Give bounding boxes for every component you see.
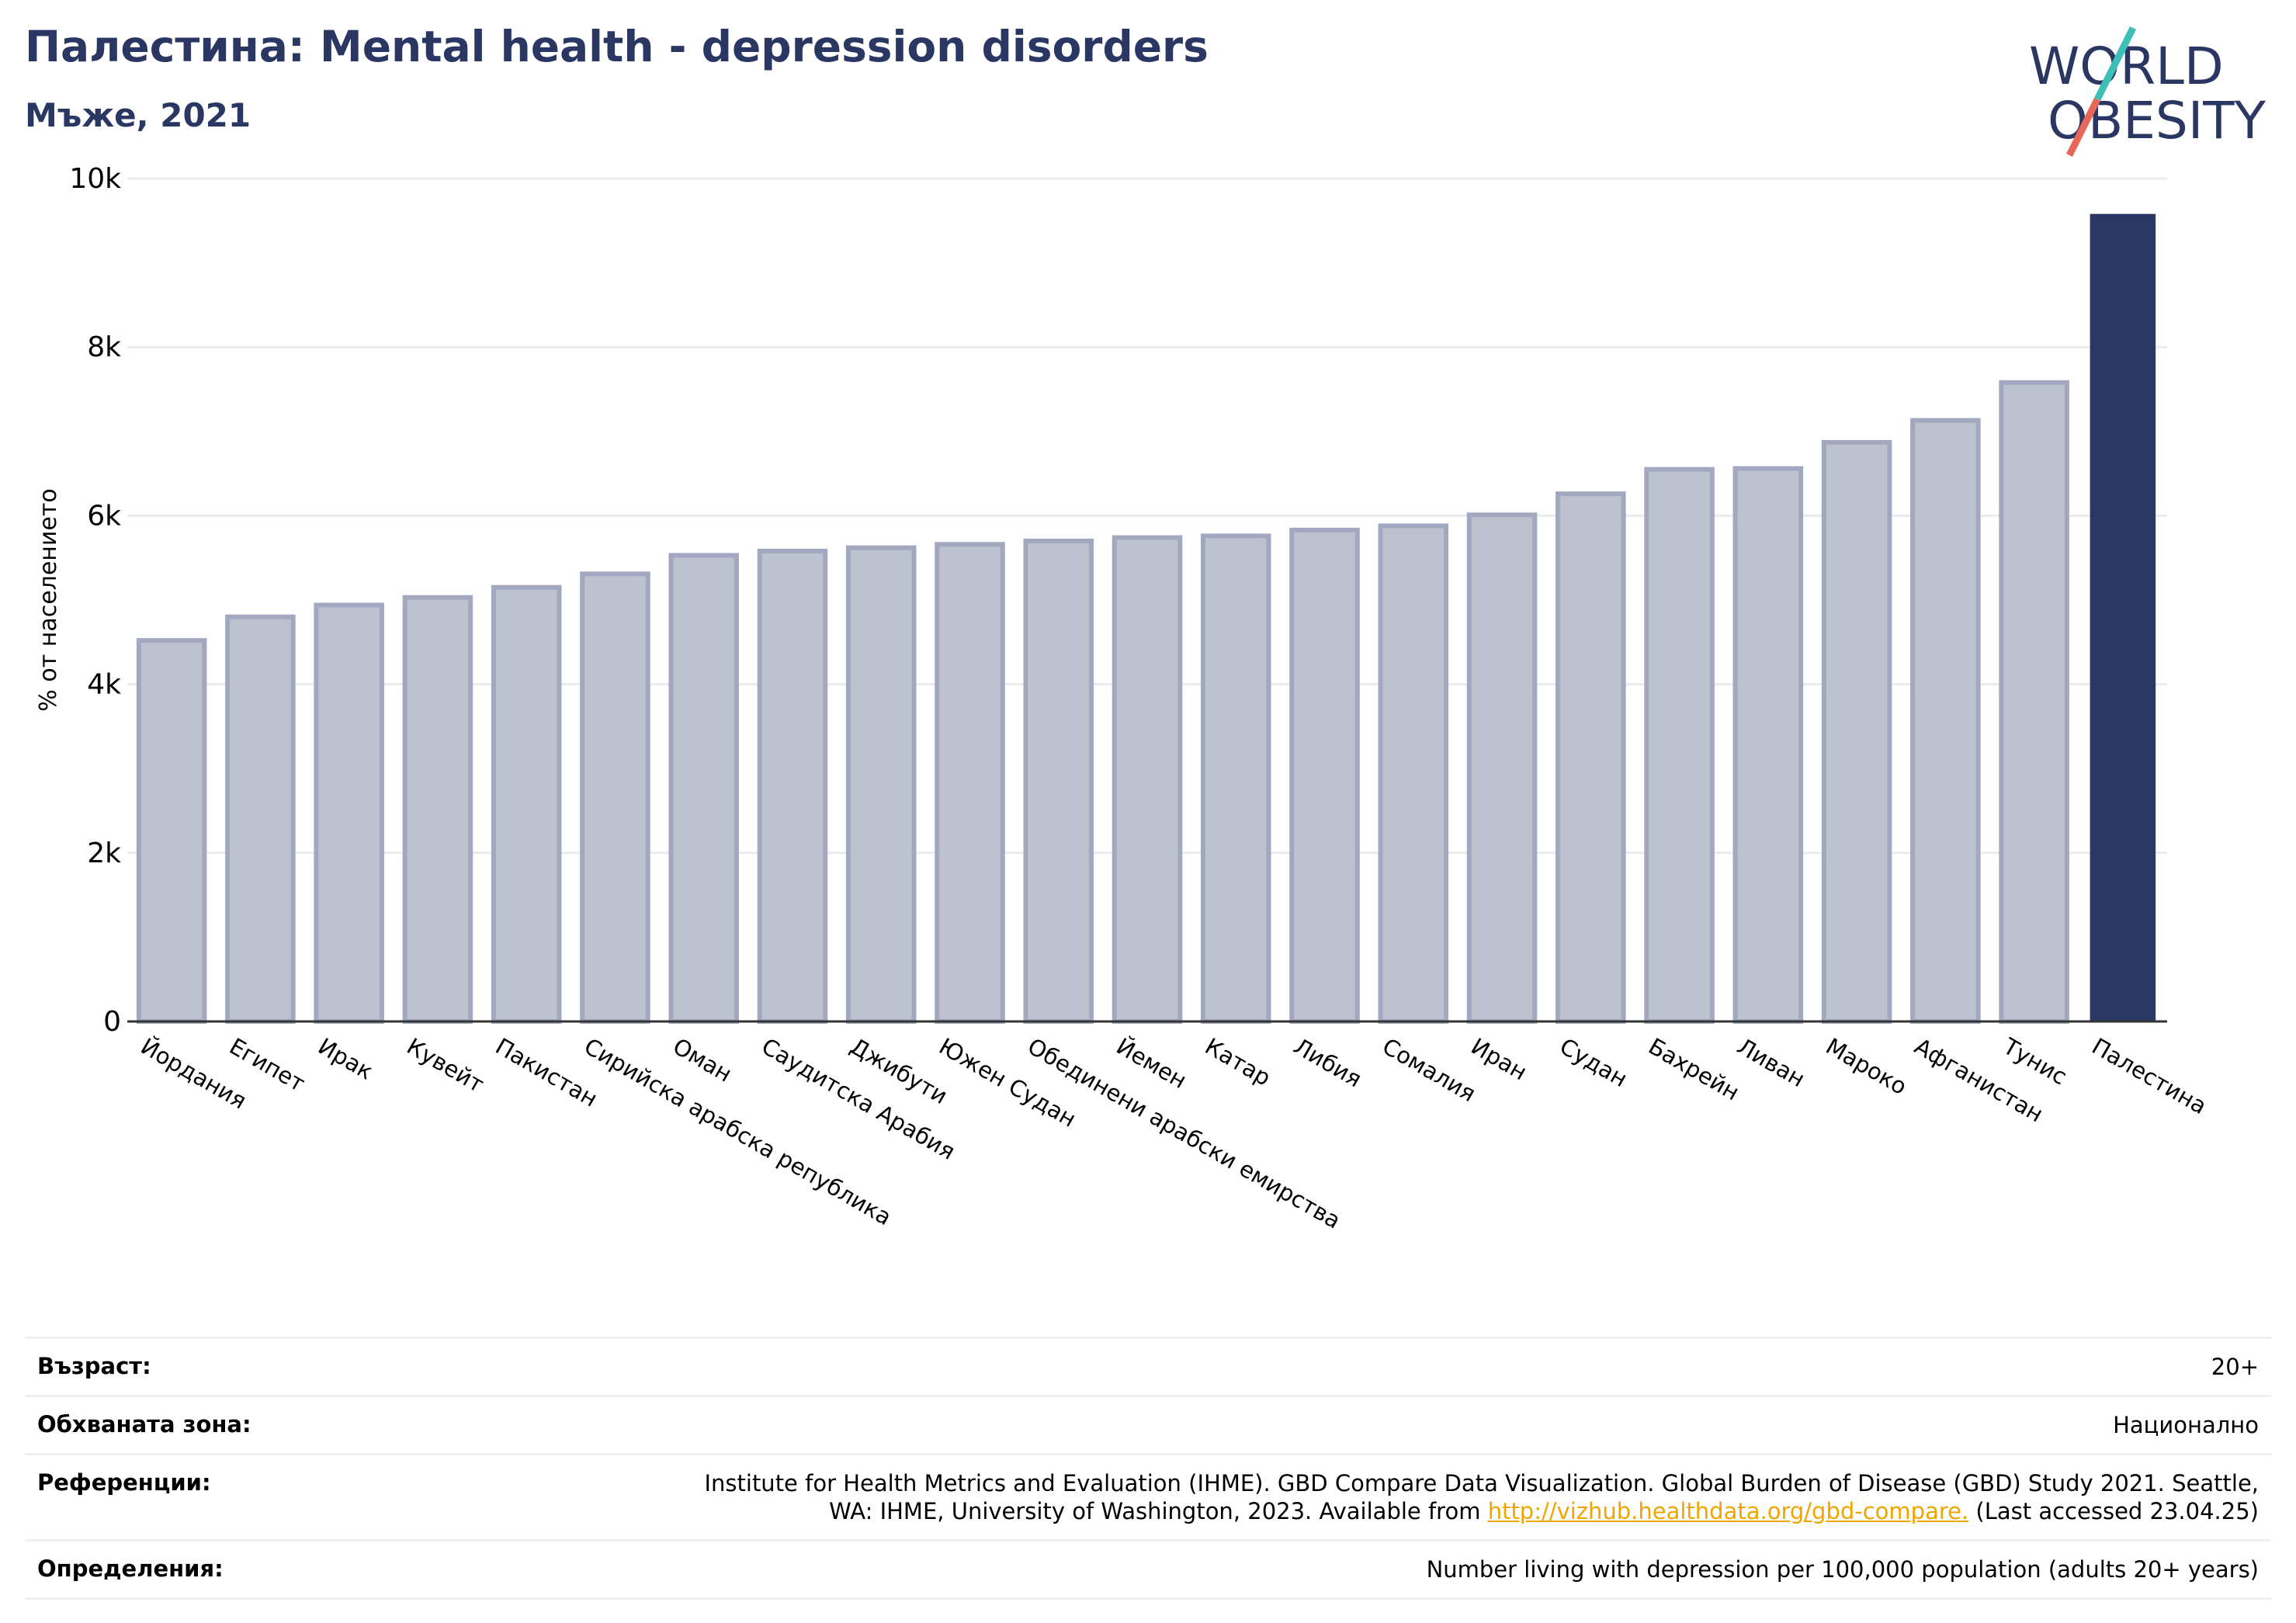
bar: [845, 545, 917, 1024]
x-tick-label: Ливан: [1732, 1033, 1809, 1093]
logo-slash-bottom: [2065, 97, 2101, 158]
meta-row-definitions: Определения: Number living with depressi…: [25, 1539, 2271, 1600]
references-label: Референции:: [37, 1469, 211, 1496]
y-tick-label: 10k: [69, 163, 121, 195]
bar: [1200, 533, 1271, 1024]
y-tick-label: 4k: [87, 669, 121, 701]
bar: [1644, 466, 1715, 1024]
x-tick-label: Катар: [1201, 1033, 1275, 1091]
bar: [1466, 512, 1538, 1024]
bar: [1112, 535, 1183, 1024]
x-tick-label: Либия: [1289, 1033, 1366, 1093]
bar: [2090, 213, 2156, 1021]
bar: [491, 584, 562, 1024]
chart-title: Палестина: Mental health - depression di…: [25, 22, 1209, 71]
bar: [580, 571, 650, 1024]
y-tick-labels: 0 2k 4k 6k 8k 10k: [69, 163, 121, 1038]
y-tick-label: 6k: [87, 500, 121, 532]
x-tick-label: Обединени арабски емирства: [1023, 1033, 1345, 1234]
bar: [935, 542, 1005, 1024]
logo-slash-top: [2093, 26, 2137, 102]
y-tick-label: 2k: [87, 838, 121, 869]
references-line1: Institute for Health Metrics and Evaluat…: [704, 1470, 2259, 1496]
bar: [136, 638, 207, 1024]
bar: [402, 595, 473, 1024]
x-tick-label: Палестина: [2087, 1033, 2211, 1120]
bar: [1999, 380, 2069, 1024]
references-value: Institute for Health Metrics and Evaluat…: [704, 1469, 2259, 1525]
coverage-label: Обхваната зона:: [37, 1411, 251, 1437]
x-tick-label: Кувейт: [402, 1033, 488, 1098]
y-tick-label: 0: [103, 1006, 121, 1038]
references-line2-post: (Last accessed 23.04.25): [1968, 1498, 2259, 1524]
bar: [314, 602, 384, 1024]
bar: [668, 553, 739, 1024]
bar: [1732, 466, 1804, 1024]
x-tick-label: Мароко: [1822, 1033, 1912, 1101]
bar: [757, 549, 828, 1024]
x-tick-label: Судан: [1556, 1033, 1632, 1093]
y-axis-label: % от населението: [35, 488, 62, 711]
bar: [1378, 523, 1449, 1024]
bar: [225, 614, 296, 1024]
x-tick-label: Бахрейн: [1644, 1033, 1744, 1106]
definitions-value: Number living with depression per 100,00…: [1426, 1556, 2259, 1583]
world-obesity-logo: WORLD OBESITY: [2029, 26, 2267, 158]
definitions-label: Определения:: [37, 1555, 224, 1582]
bar: [1289, 527, 1360, 1024]
coverage-value: Национално: [2113, 1412, 2259, 1438]
age-value: 20+: [2211, 1354, 2259, 1380]
meta-row-coverage: Обхваната зона: Национално: [25, 1395, 2271, 1453]
meta-row-references: Референции: Institute for Health Metrics…: [25, 1453, 2271, 1539]
x-tick-label: Оман: [668, 1033, 737, 1087]
references-line2-pre: WA: IHME, University of Washington, 2023…: [829, 1498, 1488, 1524]
x-tick-label: Сирийска арабска република: [580, 1033, 896, 1231]
y-tick-label: 8k: [87, 331, 121, 363]
x-tick-label: Тунис: [1998, 1032, 2072, 1090]
bar: [1023, 538, 1094, 1024]
x-tick-label: Иран: [1467, 1033, 1532, 1086]
x-tick-label: Ирак: [314, 1033, 377, 1085]
metadata-table: Възраст: 20+ Обхваната зона: Национално …: [25, 1337, 2271, 1600]
bar: [1556, 491, 1626, 1024]
meta-row-age: Възраст: 20+: [25, 1337, 2271, 1395]
age-label: Възраст:: [37, 1353, 151, 1379]
bars: [136, 213, 2156, 1024]
bar: [1910, 418, 1981, 1024]
chart-subtitle: Мъже, 2021: [25, 96, 251, 134]
references-link[interactable]: http://vizhub.healthdata.org/gbd-compare…: [1487, 1498, 1969, 1524]
x-tick-label: Сомалия: [1378, 1033, 1480, 1108]
bar: [1821, 439, 1892, 1024]
